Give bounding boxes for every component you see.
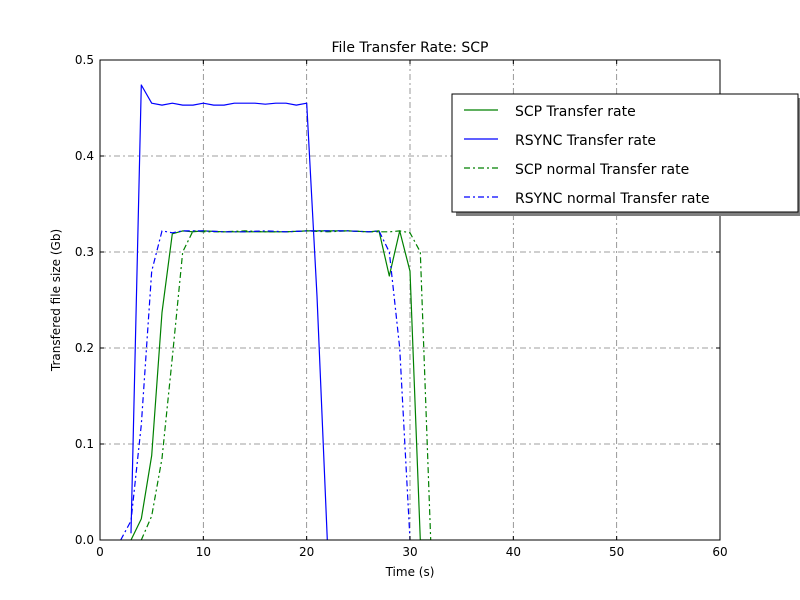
y-tick-label: 0.1 [75, 437, 94, 451]
y-tick-label: 0.2 [75, 341, 94, 355]
legend: SCP Transfer rate RSYNC Transfer rate SCP … [451, 93, 800, 216]
y-tick-label: 0.0 [75, 533, 94, 547]
y-axis-label: Transfered file size (Gb) [49, 229, 63, 372]
series-line-1 [130, 230, 431, 540]
legend-label-3: SCP normal Transfer rate [515, 162, 689, 178]
chart-title: File Transfer Rate: SCP [332, 40, 489, 56]
series-layer [120, 84, 432, 540]
series-line-2 [130, 84, 328, 540]
x-tick-label: 10 [196, 545, 211, 559]
x-tick-label: 60 [712, 545, 727, 559]
x-tick-label: 40 [506, 545, 521, 559]
legend-label-4: RSYNC normal Transfer rate [515, 191, 710, 207]
series-line-4 [120, 230, 411, 540]
x-tick-label: 30 [402, 545, 417, 559]
legend-label-2: RSYNC Transfer rate [515, 133, 656, 149]
x-tick-label: 20 [299, 545, 314, 559]
x-tick-label: 0 [96, 545, 104, 559]
x-axis-label: Time (s) [385, 565, 435, 579]
y-tick-label: 0.3 [75, 245, 94, 259]
x-tick-label: 50 [609, 545, 624, 559]
series-line-3 [140, 230, 432, 540]
y-tick-label: 0.4 [75, 149, 94, 163]
legend-box [451, 93, 799, 213]
axis-ticks: 0 10 20 30 40 50 60 0.0 0.1 0.2 0.3 0.4 0.5 [75, 53, 728, 559]
legend-label-1: SCP Transfer rate [515, 104, 636, 120]
y-tick-label: 0.5 [75, 53, 94, 67]
